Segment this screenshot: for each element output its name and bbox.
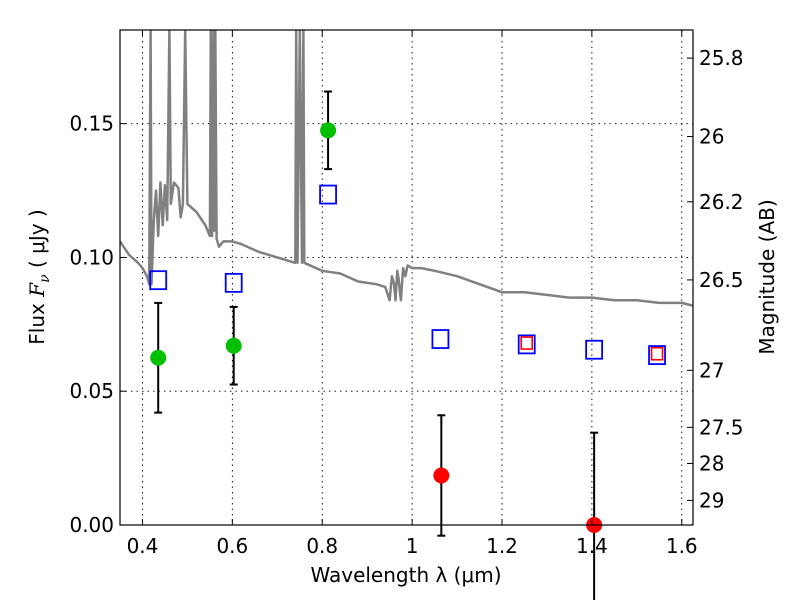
y-axis-title-prefix: Flux [25,297,49,345]
y2-tick-label: 26 [699,124,724,148]
x-tick-label: 1.2 [486,534,518,558]
measured-point [225,337,242,354]
measured-point [320,122,337,139]
y-tick-label: 0.10 [69,245,114,269]
x-tick-label: 1.6 [666,534,698,558]
blue-square-point [149,270,168,291]
y-tick-label: 0.00 [69,513,114,537]
y-axis-title-symbol: F [25,282,49,298]
data-series [120,30,693,307]
blue-square-point [648,345,666,365]
blue-square-point [517,334,536,355]
red-square-point [520,336,534,350]
x-tick-label: 0.4 [127,534,159,558]
blue-square-point [224,272,243,293]
grid-lines [120,30,693,526]
y2-tick-label: 26.2 [699,190,744,214]
y2-tick-label: 27 [699,358,724,382]
blue-square-point [585,339,604,360]
y2-tick-label: 25.8 [699,46,744,70]
data-markers [149,90,666,600]
x-tick-label: 0.8 [306,534,338,558]
y-tick-label: 0.05 [69,379,114,403]
y-axis-title-suffix: ( μJy ) [25,209,49,274]
y-axis-title-subscript: ν [37,274,53,283]
y-tick-label: 0.15 [69,112,114,136]
blue-square-point [319,184,337,205]
blue-square-point [431,329,450,349]
y-axis-title: Flux Fν ( μJy ) [25,209,53,344]
plot-frame [119,29,694,526]
y2-tick-label: 28 [699,451,724,475]
y2-tick-label: 29 [699,488,724,512]
x-tick-label: 0.6 [216,534,248,558]
measured-point [433,467,450,484]
x-tick-label: 1.4 [576,534,608,558]
y2-tick-label: 27.5 [699,415,744,439]
y2-tick-label: 26.5 [699,268,744,292]
x-tick-label: 1 [406,534,419,558]
red-square-point [650,346,664,361]
axis-ticks: 0.4 0.6 0.8 1 1.2 1.4 1.6 0.00 0.05 0.10 0.15 25.8 2… [69,30,744,558]
measured-point [150,349,167,366]
x-axis-title: Wavelength λ (μm) [310,563,501,587]
y2-axis-title: Magnitude (AB) [755,199,779,354]
spectrum-line [120,30,693,307]
